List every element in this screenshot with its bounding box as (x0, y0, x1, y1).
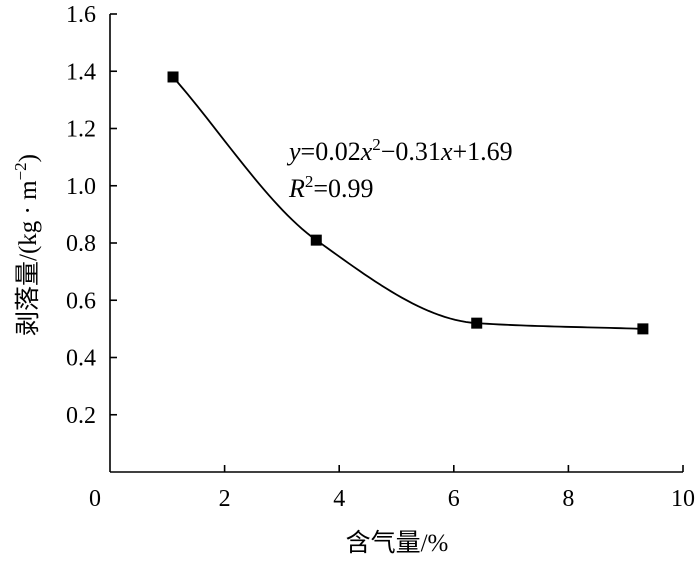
data-point (167, 71, 179, 83)
y-tick-label: 0.2 (66, 403, 96, 429)
fit-curve (172, 76, 643, 330)
x-tick-label: 10 (671, 486, 695, 512)
data-point (310, 234, 322, 246)
y-tick-label: 1.6 (66, 2, 96, 28)
y-ticks: 0.2 0.4 0.6 0.8 1.0 1.2 1.4 1.6 (66, 2, 117, 429)
data-point (637, 323, 649, 335)
x-tick-label: 4 (333, 486, 345, 512)
r-squared-text: R2=0.99 (288, 172, 374, 203)
y-tick-label: 1.4 (66, 59, 96, 85)
x-tick-label: 0 (89, 486, 101, 512)
x-tick-label: 6 (448, 486, 460, 512)
data-point (471, 317, 483, 329)
x-axis-title: 含气量/% (346, 529, 449, 557)
x-tick-label: 2 (219, 486, 231, 512)
y-tick-label: 0.6 (66, 288, 96, 314)
y-tick-label: 0.8 (66, 231, 96, 257)
y-axis-title: 剥落量/(kg · m−2) (11, 154, 42, 336)
x-tick-label: 8 (562, 486, 574, 512)
x-ticks: 0 2 4 6 8 10 (89, 465, 695, 512)
data-points (167, 71, 649, 335)
x-axis: 0 2 4 6 8 10 (89, 465, 695, 512)
y-tick-label: 1.0 (66, 174, 96, 200)
fit-annotation: y=0.02x2−0.31x+1.69 R2=0.99 (286, 135, 513, 203)
y-tick-label: 0.4 (66, 346, 96, 372)
equation-text: y=0.02x2−0.31x+1.69 (286, 135, 513, 166)
y-axis: 0.2 0.4 0.6 0.8 1.0 1.2 1.4 1.6 (66, 2, 117, 472)
y-tick-label: 1.2 (66, 117, 96, 143)
